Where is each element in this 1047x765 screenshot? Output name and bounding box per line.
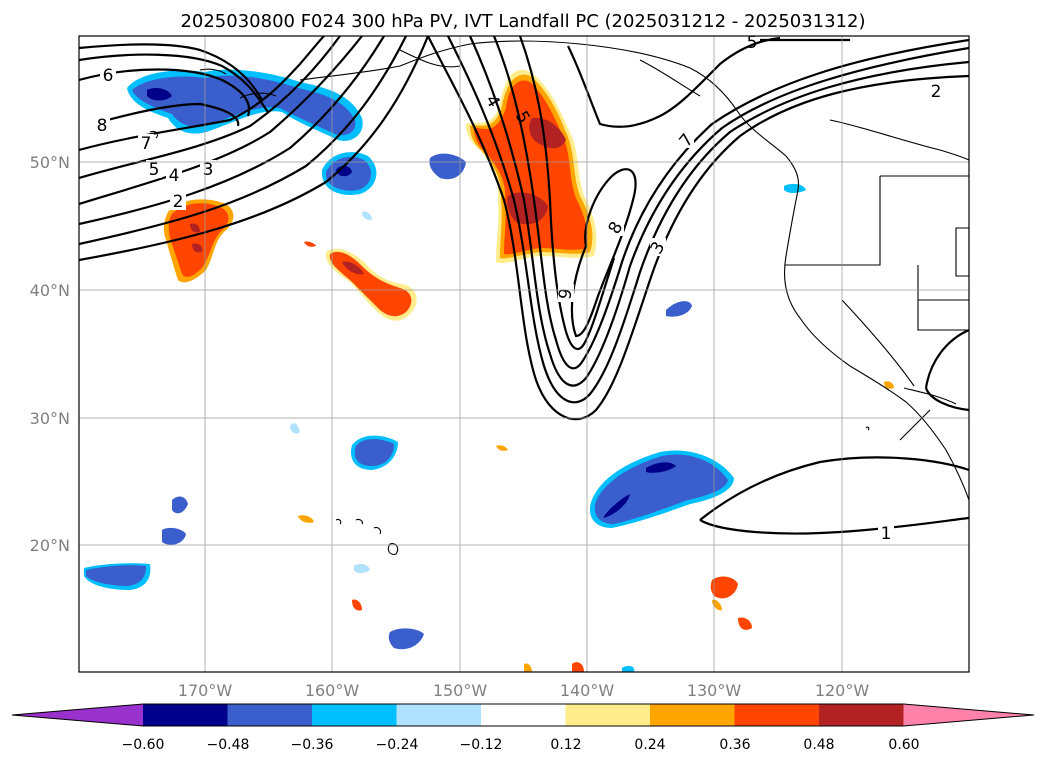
- gridlines: [79, 36, 969, 672]
- colorbar-tick-labels: −0.60 −0.48 −0.36 −0.24 −0.12 0.12 0.24 …: [122, 737, 920, 753]
- contour-label: 5: [149, 160, 160, 180]
- contour-label: 1: [881, 524, 892, 544]
- contour-label: 2: [931, 82, 942, 102]
- contour-label: 4: [169, 166, 180, 186]
- colorbar-swatch: [819, 704, 904, 726]
- map-panel: 6 8 7 5 4 3 2 4 5 7 8 9: [30, 33, 970, 700]
- neg-region-51n-152w: [429, 153, 466, 180]
- colorbar-swatch: [565, 704, 651, 726]
- contour-label: 8: [97, 116, 108, 136]
- colorbar-tick-label: −0.48: [207, 737, 250, 753]
- contour-label: 7: [141, 134, 152, 154]
- lon-tick-label: 140°W: [560, 681, 615, 700]
- lat-tick-labels: 50°N 40°N 30°N 20°N: [30, 153, 70, 555]
- colorbar-tick-label: 0.24: [634, 737, 665, 753]
- colorbar-tick-label: −0.24: [376, 737, 419, 753]
- contour-label: 6: [103, 66, 114, 86]
- colorbar-outline: [11, 703, 1035, 727]
- colorbar-tick-label: 0.60: [888, 737, 919, 753]
- contour-label: 2: [173, 192, 184, 212]
- map-title: 2025030800 F024 300 hPa PV, IVT Landfall…: [180, 11, 865, 32]
- lon-tick-label: 150°W: [433, 681, 488, 700]
- lat-tick-label: 30°N: [30, 409, 70, 428]
- pv-contours: [79, 36, 969, 535]
- colorbar-extend-low: [12, 704, 143, 726]
- map-frame: [78, 35, 970, 673]
- colorbar-tick-label: −0.60: [122, 737, 165, 753]
- lat-tick-label: 20°N: [30, 536, 70, 555]
- colorbar-tick-label: −0.12: [460, 737, 503, 753]
- colorbar-swatch: [312, 704, 397, 726]
- contour-label: 5: [747, 33, 758, 53]
- colorbar-swatch: [650, 704, 735, 726]
- colorbar-tick-label: −0.36: [291, 737, 334, 753]
- colorbar-tick-label: 0.48: [803, 737, 834, 753]
- colorbar-swatch: [143, 704, 228, 726]
- lon-tick-label: 160°W: [305, 681, 360, 700]
- colorbar-swatch: [227, 704, 313, 726]
- coastlines: [149, 40, 969, 555]
- colorbar-swatch: [396, 704, 482, 726]
- colorbar-swatch: [734, 704, 820, 726]
- colorbar-tick-label: 0.12: [550, 737, 581, 753]
- negative-anomaly-shading: [84, 69, 806, 672]
- colorbar-swatches: [11, 703, 1035, 727]
- lon-tick-labels: 170°W 160°W 150°W 140°W 130°W 120°W: [178, 681, 870, 700]
- lon-tick-label: 120°W: [815, 681, 870, 700]
- colorbar: −0.60 −0.48 −0.36 −0.24 −0.12 0.12 0.24 …: [11, 703, 1035, 753]
- colorbar-extend-high: [903, 704, 1034, 726]
- lat-tick-label: 50°N: [30, 153, 70, 172]
- lat-tick-label: 40°N: [30, 281, 70, 300]
- colorbar-swatch: [481, 704, 566, 726]
- colorbar-tick-label: 0.36: [719, 737, 750, 753]
- lon-tick-label: 170°W: [178, 681, 233, 700]
- lon-tick-label: 130°W: [687, 681, 742, 700]
- contour-label: 3: [203, 160, 214, 180]
